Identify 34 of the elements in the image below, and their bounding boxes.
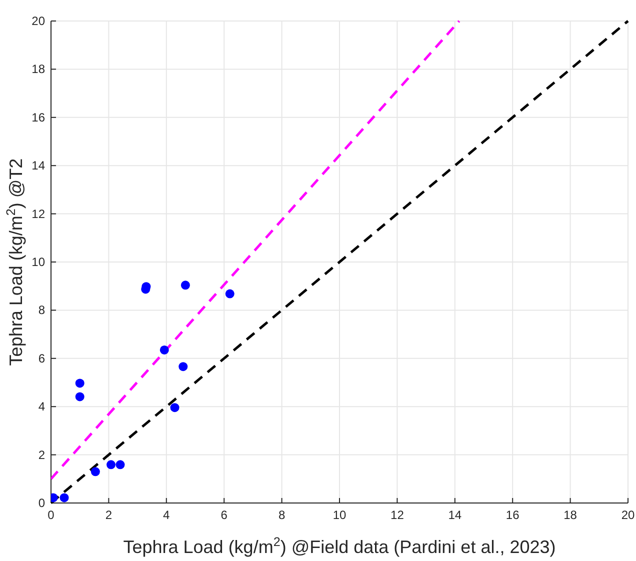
point [160, 345, 169, 354]
point [75, 392, 84, 402]
y-tick-label: 0 [38, 496, 46, 510]
y-tick-label: 10 [32, 255, 46, 269]
x-axis-title: Tephra Load (kg/m$^{2}$) @Field data (Pardini et al., 2023) [123, 535, 556, 557]
point [180, 280, 190, 290]
point [170, 403, 180, 412]
point [106, 460, 116, 470]
x-tick-label: 14 [448, 508, 462, 522]
x-tick-label: 2 [105, 508, 112, 522]
point [60, 493, 69, 502]
x-tick-label: 12 [390, 508, 404, 522]
x-tick-label: 0 [48, 508, 55, 522]
y-tick-label: 6 [38, 351, 46, 366]
y-tick-label: 16 [32, 110, 46, 124]
x-tick-label: 4 [163, 508, 170, 522]
y-tick-label: 18 [32, 62, 46, 76]
y-tick-label: 12 [32, 206, 46, 221]
point [178, 362, 188, 372]
x-tick-label: 20 [621, 508, 635, 522]
point [116, 460, 125, 470]
x-tick-label: 18 [564, 508, 578, 522]
y-tick-label: 2 [38, 448, 46, 462]
x-tick-label: 10 [332, 508, 346, 522]
x-tick-label: 6 [220, 508, 228, 522]
x-tick-label: 16 [506, 508, 520, 522]
y-tick-label: 8 [38, 303, 46, 318]
x-tick-label: 8 [278, 508, 286, 522]
point [225, 289, 234, 298]
y-tick-label: 4 [38, 400, 46, 414]
y-tick-label: 20 [32, 14, 46, 28]
point [90, 467, 100, 476]
y-tick-label: 14 [32, 158, 46, 173]
point [75, 378, 84, 388]
